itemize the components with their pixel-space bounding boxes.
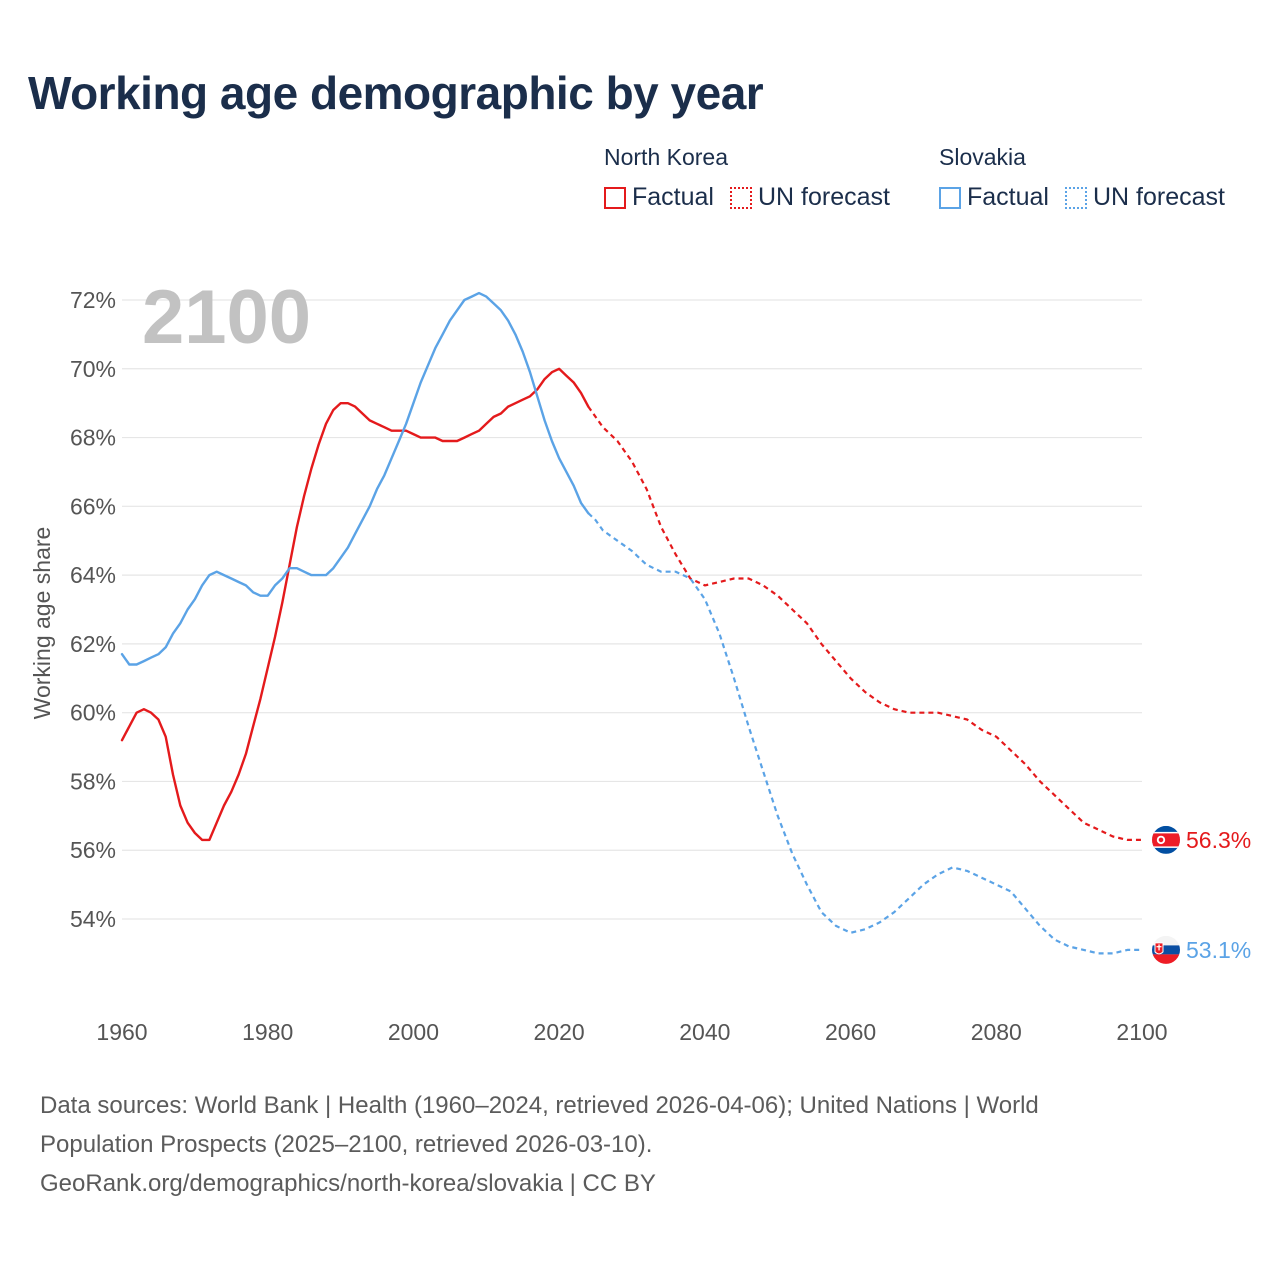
slovakia-forecast-line bbox=[587, 512, 1142, 955]
legend-label-forecast: UN forecast bbox=[757, 183, 890, 211]
x-tick-label-2020: 2020 bbox=[534, 1019, 585, 1045]
legend-north-korea: North Korea Factual UN forecast bbox=[604, 144, 890, 212]
x-tick-label-2080: 2080 bbox=[971, 1019, 1022, 1045]
slovakia-flag-icon bbox=[1152, 935, 1180, 964]
legend-item-slovakia-forecast[interactable]: UN forecast bbox=[1064, 183, 1225, 212]
end-markers bbox=[1152, 825, 1180, 964]
line-chart: 2100 54% 56% 58% 60% 62% 64% 66% 68% 70% 72% 1960… bbox=[29, 275, 1251, 1045]
sources-line-3: GeoRank.org/demographics/north-korea/slo… bbox=[40, 1170, 656, 1197]
y-tick-label-70: 70% bbox=[70, 356, 116, 382]
north-korea-end-value-label: 56.3% bbox=[1186, 827, 1251, 853]
y-tick-label-60: 60% bbox=[70, 700, 116, 726]
x-tick-label-2060: 2060 bbox=[825, 1019, 876, 1045]
slovakia-factual-line bbox=[120, 291, 590, 666]
x-tick-label-2040: 2040 bbox=[679, 1019, 730, 1045]
legend-swatch-dotted bbox=[1064, 186, 1087, 209]
x-tick-label-2100: 2100 bbox=[1116, 1019, 1167, 1045]
x-tick-label-1980: 1980 bbox=[242, 1019, 293, 1045]
y-tick-label-54: 54% bbox=[70, 906, 116, 932]
y-tick-label-62: 62% bbox=[70, 631, 116, 657]
x-tick-label-2000: 2000 bbox=[388, 1019, 439, 1045]
sources-line-1: Data sources: World Bank | Health (1960–… bbox=[40, 1092, 1039, 1119]
legend-swatch-solid bbox=[939, 186, 961, 209]
year-overlay: 2100 bbox=[142, 275, 311, 360]
legend-item-north-korea-forecast[interactable]: UN forecast bbox=[729, 183, 890, 212]
y-tick-label-66: 66% bbox=[70, 493, 116, 519]
chart-title: Working age demographic by year bbox=[28, 67, 764, 119]
x-axis-ticks: 1960 1980 2000 2020 2040 2060 2080 2100 bbox=[96, 1019, 1167, 1045]
series-lines bbox=[120, 291, 1142, 955]
legend-swatch-dotted bbox=[729, 186, 752, 209]
north-korea-forecast-line bbox=[587, 405, 1142, 842]
y-tick-label-58: 58% bbox=[70, 768, 116, 794]
legend-label-factual: Factual bbox=[632, 183, 714, 211]
y-axis-label: Working age share bbox=[29, 527, 55, 720]
legend-label-factual: Factual bbox=[967, 183, 1049, 211]
sources-line-2: Population Prospects (2025–2100, retriev… bbox=[40, 1131, 653, 1158]
y-tick-label-56: 56% bbox=[70, 837, 116, 863]
x-tick-label-1960: 1960 bbox=[96, 1019, 147, 1045]
legend-item-slovakia-factual[interactable]: Factual bbox=[939, 183, 1049, 212]
slovakia-end-value-label: 53.1% bbox=[1186, 937, 1251, 963]
data-sources-note: Data sources: World Bank | Health (1960–… bbox=[40, 1086, 1160, 1203]
y-tick-label-68: 68% bbox=[70, 425, 116, 451]
legend-country-north-korea: North Korea bbox=[604, 144, 729, 170]
y-axis-ticks: 54% 56% 58% 60% 62% 64% 66% 68% 70% 72% bbox=[70, 287, 116, 932]
north-korea-flag-icon bbox=[1152, 825, 1180, 854]
legend-label-forecast: UN forecast bbox=[1092, 183, 1225, 211]
north-korea-factual-line bbox=[120, 367, 590, 842]
grid-lines bbox=[122, 299, 1142, 920]
legend-swatch-solid bbox=[604, 186, 626, 209]
legend-slovakia: Slovakia Factual UN forecast bbox=[939, 144, 1225, 212]
legend-country-slovakia: Slovakia bbox=[939, 144, 1026, 170]
y-tick-label-72: 72% bbox=[70, 287, 116, 313]
y-tick-label-64: 64% bbox=[70, 562, 116, 588]
legend-item-north-korea-factual[interactable]: Factual bbox=[604, 183, 714, 212]
